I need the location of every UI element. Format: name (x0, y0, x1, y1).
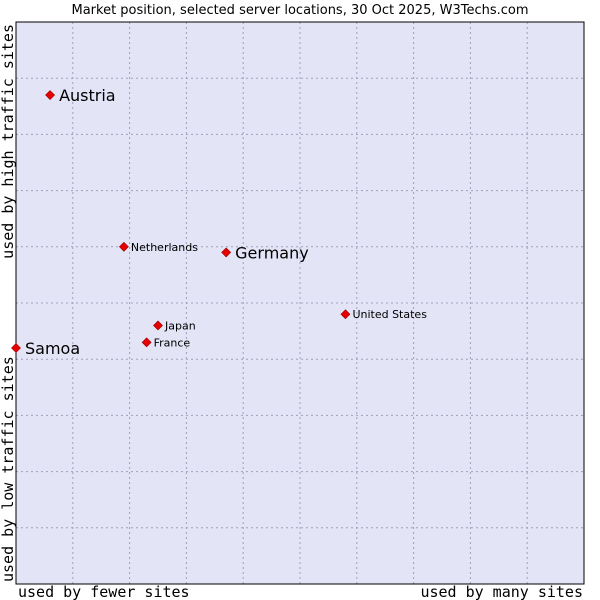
data-point-netherlands: Netherlands (118, 241, 198, 254)
point-label: Austria (59, 86, 116, 105)
data-point-samoa: Samoa (11, 339, 80, 358)
point-label: Germany (235, 243, 309, 262)
point-label: Japan (164, 319, 196, 332)
point-marker (11, 343, 21, 353)
y-axis-low-label: used by low traffic sites (0, 356, 17, 582)
point-label: Samoa (25, 339, 80, 358)
data-point-austria: Austria (45, 86, 116, 105)
gridlines (16, 22, 584, 584)
point-marker (340, 309, 351, 320)
point-label: United States (352, 308, 427, 321)
chart-title: Market position, selected server locatio… (71, 3, 528, 18)
y-axis-high-label: used by high traffic sites (0, 24, 17, 259)
data-point-japan: Japan (153, 319, 196, 332)
data-points: Austria Netherlands Germany United States Ja… (11, 86, 427, 358)
x-axis-high-label: used by many sites (420, 583, 583, 600)
plot-border (15, 21, 585, 585)
point-marker (221, 247, 232, 258)
point-marker (141, 337, 152, 348)
point-marker (118, 241, 129, 252)
point-label: France (154, 336, 191, 349)
data-point-germany: Germany (221, 243, 309, 262)
point-marker (45, 90, 56, 100)
point-label: Netherlands (131, 241, 198, 254)
data-point-united-states: United States (340, 308, 427, 321)
data-point-france: France (141, 336, 191, 349)
point-marker (153, 320, 163, 331)
x-axis-low-label: used by fewer sites (18, 583, 190, 600)
